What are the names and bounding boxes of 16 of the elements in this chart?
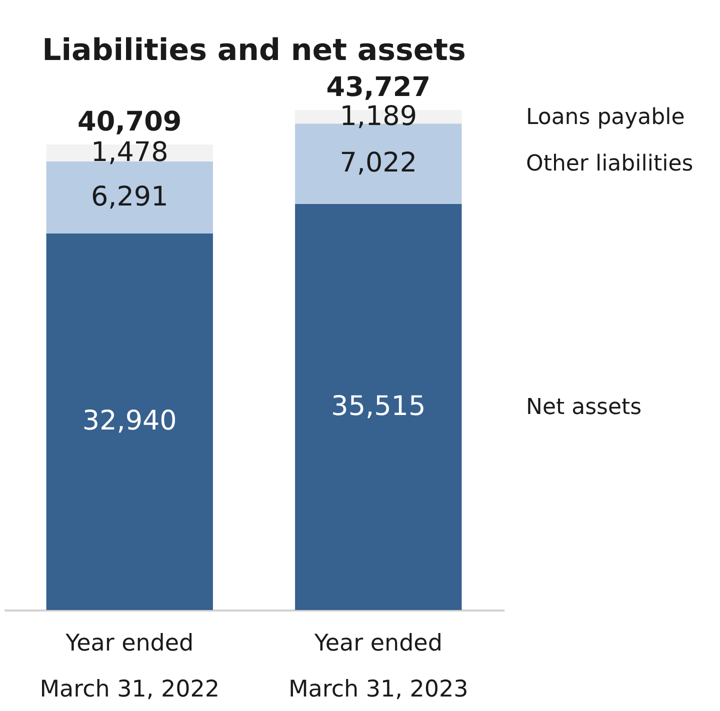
text: Loans payable <box>526 104 685 130</box>
bar <box>295 204 462 610</box>
data-label: 1,189 <box>340 100 418 132</box>
data-label: 6,291 <box>90 181 168 212</box>
x-tick-label: Year ended March 31, 2022 <box>40 630 220 702</box>
chart-title: Liabilities and net assets <box>42 33 466 68</box>
total-label: 43,727 <box>326 72 430 103</box>
total-label: 40,709 <box>78 106 182 138</box>
data-label: 7,022 <box>340 148 418 179</box>
text: Other liabilities <box>526 152 694 177</box>
data-label: 1,478 <box>90 136 168 168</box>
text: Net assets <box>526 394 642 420</box>
data-label: 32,940 <box>82 406 177 437</box>
bar <box>46 233 213 610</box>
data-label: 35,515 <box>331 390 426 422</box>
x-tick-label: Year ended March 31, 2023 <box>288 630 468 702</box>
